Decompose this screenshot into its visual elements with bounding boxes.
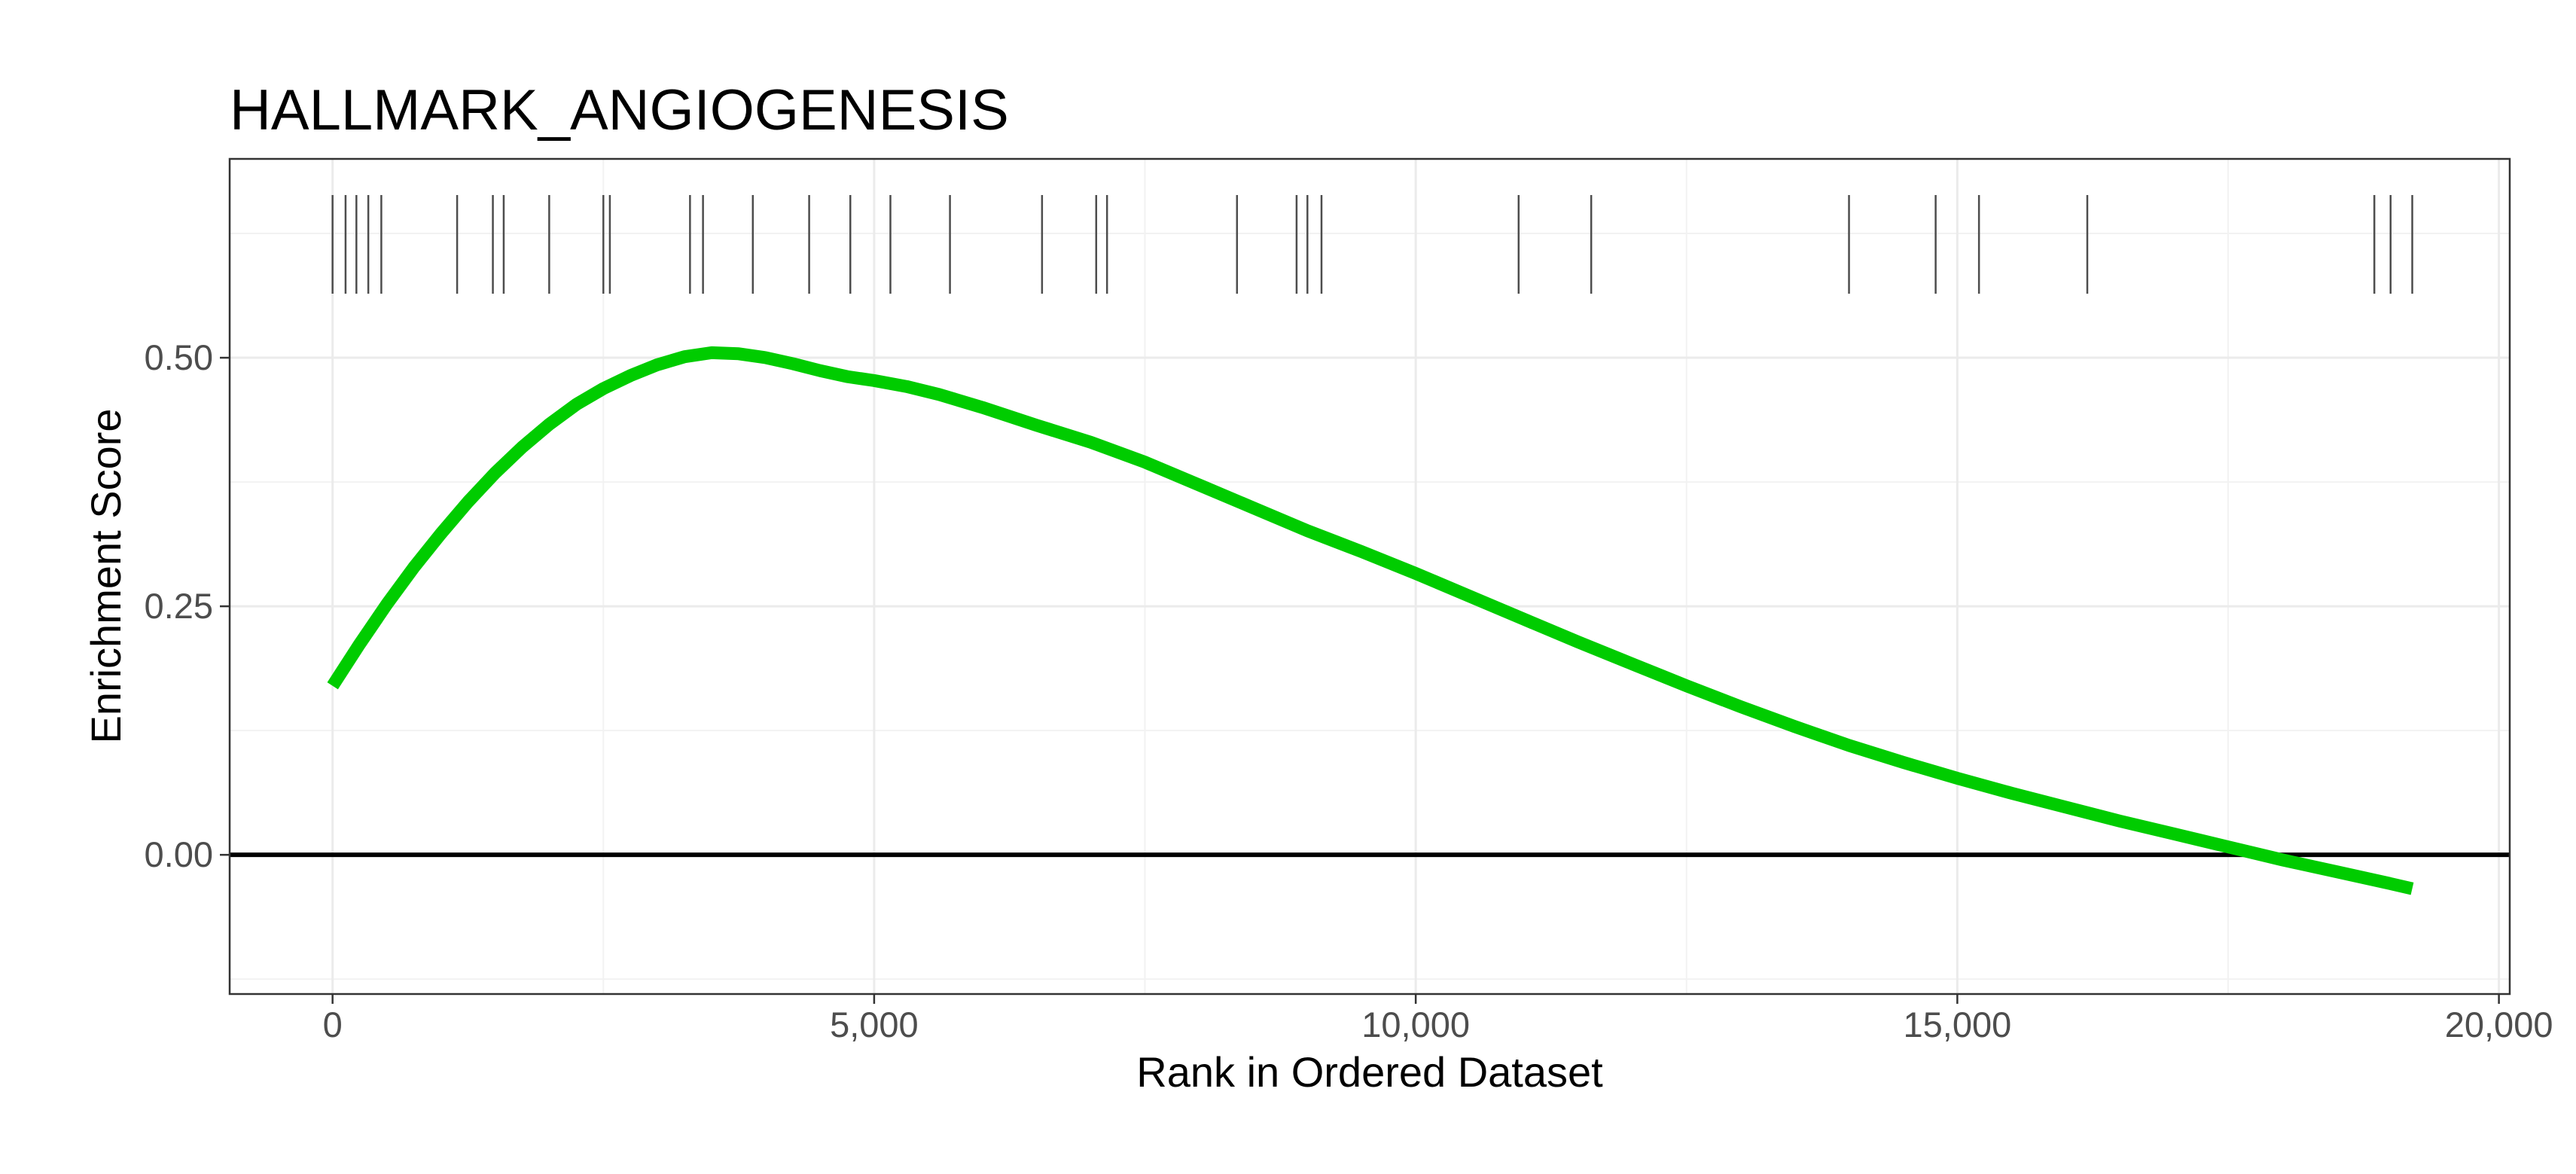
gene-hit-marks [331, 195, 2413, 294]
grid-minor [230, 159, 2510, 994]
x-tick-label: 15,000 [1903, 1005, 2011, 1044]
x-axis-title: Rank in Ordered Dataset [1136, 1048, 1603, 1096]
x-tick-label: 20,000 [2445, 1005, 2553, 1044]
y-tick-label: 0.50 [145, 337, 213, 377]
x-tick-label: 0 [323, 1005, 343, 1044]
x-tick-label: 10,000 [1361, 1005, 1470, 1044]
y-axis-title: Enrichment Score [82, 408, 130, 743]
plot-panel [230, 159, 2510, 994]
y-axis-ticks: 0.00 0.25 0.50 [145, 337, 230, 874]
x-tick-label: 5,000 [830, 1005, 919, 1044]
chart-title: HALLMARK_ANGIOGENESIS [230, 78, 1009, 142]
enrichment-score-line [327, 346, 2414, 895]
y-tick-label: 0.25 [145, 586, 213, 626]
plot-border [228, 157, 2511, 996]
y-tick-label: 0.00 [145, 834, 213, 874]
x-axis-ticks: 0 5,000 10,000 15,000 20,000 [323, 994, 2553, 1044]
